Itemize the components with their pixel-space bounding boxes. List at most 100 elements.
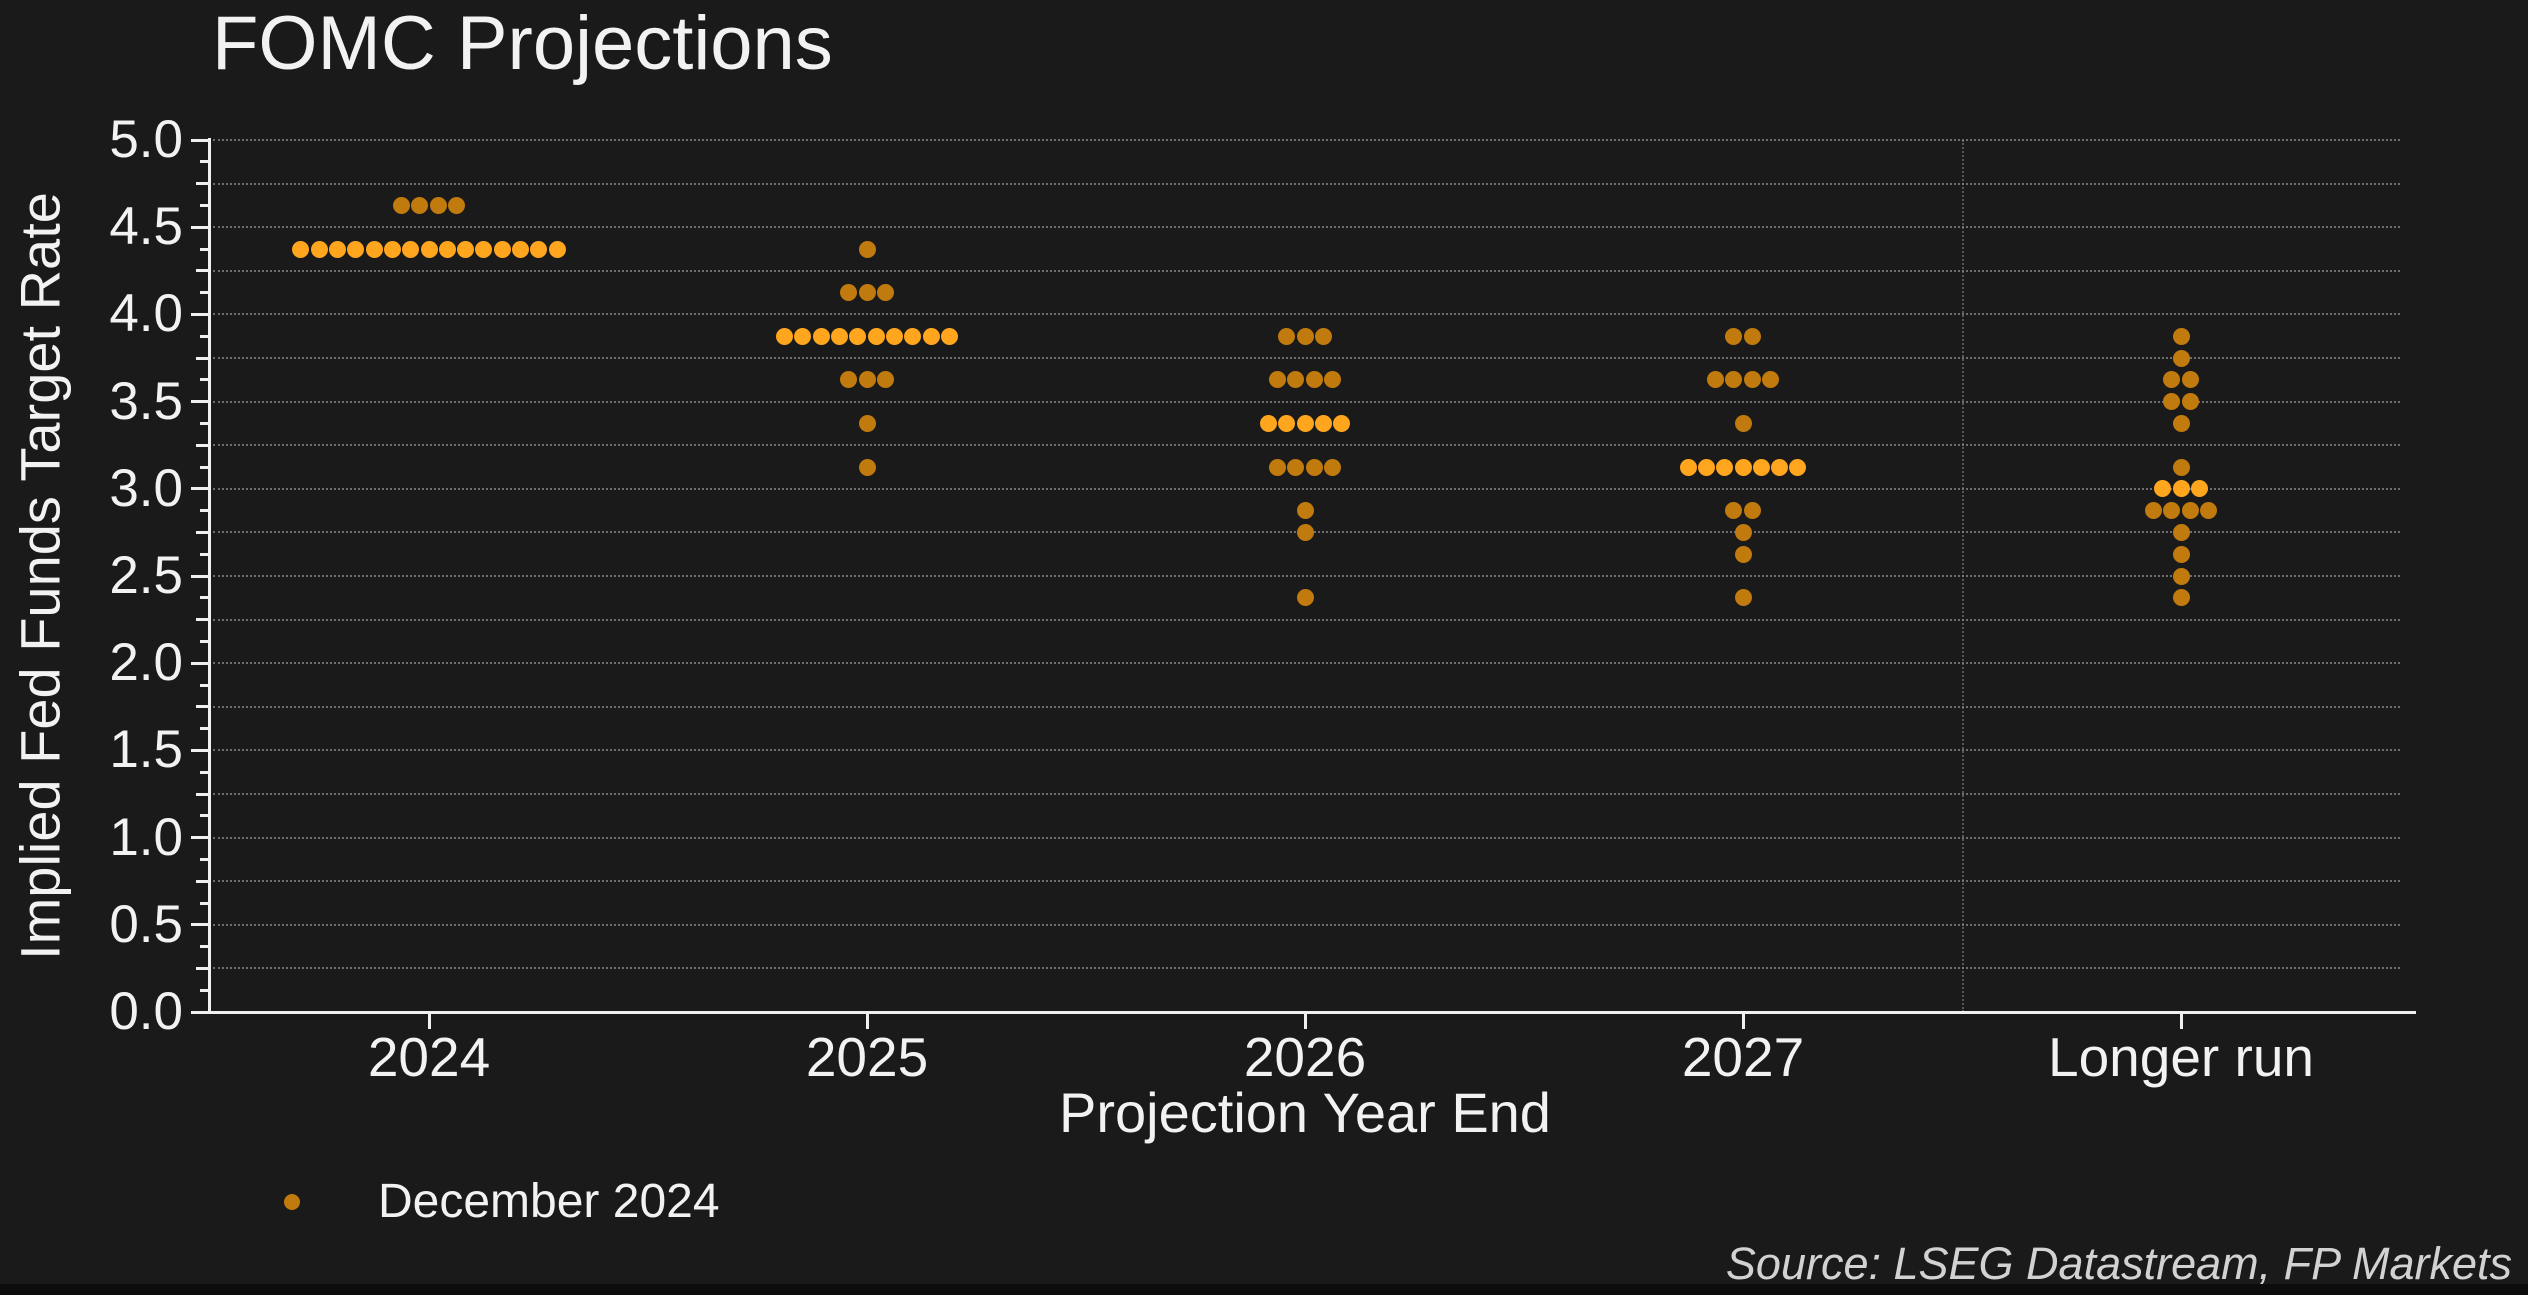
x-tick-mark <box>427 1014 431 1029</box>
y-tick-mark <box>200 683 208 687</box>
projection-dot <box>1743 502 1761 520</box>
legend-label: December 2024 <box>378 1175 720 1228</box>
y-gridline <box>213 880 2400 883</box>
projection-dot <box>1734 414 1752 432</box>
y-tick-mark <box>191 836 208 840</box>
projection-dot <box>1734 589 1752 607</box>
y-gridline <box>213 139 2400 141</box>
projection-dot <box>1278 327 1296 345</box>
y-tick-mark <box>200 814 208 818</box>
projection-dot-median <box>402 240 420 258</box>
y-tick-label: 0.0 <box>109 982 183 1041</box>
projection-dot <box>2172 349 2190 367</box>
y-gridline <box>213 923 2400 926</box>
projection-dot <box>2172 523 2190 541</box>
projection-dot-median <box>1259 414 1277 432</box>
x-tick-mark <box>2179 1014 2183 1029</box>
projection-dot <box>1707 371 1725 389</box>
y-tick-mark <box>200 727 208 731</box>
projection-dot <box>2181 502 2199 520</box>
projection-dot-median <box>347 240 365 258</box>
projection-dot <box>2163 502 2181 520</box>
projection-dot <box>1323 371 1341 389</box>
projection-dot-median <box>1679 458 1697 476</box>
y-gridline <box>213 749 2400 752</box>
y-tick-mark <box>191 748 208 752</box>
projection-dot <box>1761 371 1779 389</box>
projection-dot <box>840 284 858 302</box>
projection-dot <box>858 240 876 258</box>
y-tick-label: 3.5 <box>109 371 183 431</box>
y-tick-mark <box>200 988 208 992</box>
y-tick-mark <box>191 400 208 404</box>
y-tick-mark <box>200 857 208 861</box>
y-gridline <box>213 705 2400 708</box>
projection-dot-median <box>849 327 867 345</box>
projection-dot <box>429 196 447 214</box>
y-tick-mark <box>196 618 208 622</box>
y-tick-mark <box>196 356 208 360</box>
projection-dot-median <box>329 240 346 258</box>
projection-dot <box>858 284 876 302</box>
y-gridline <box>213 357 2400 359</box>
projection-dot-median <box>904 327 922 345</box>
projection-dot <box>2172 567 2190 585</box>
projection-dot-median <box>457 240 475 258</box>
y-axis-spine <box>208 138 211 1014</box>
y-tick-mark <box>200 901 208 905</box>
y-tick-mark <box>200 770 208 774</box>
longer-run-separator <box>1962 140 1964 1012</box>
y-gridline <box>213 313 2400 316</box>
y-tick-mark <box>196 966 208 970</box>
projection-dot <box>1296 502 1314 520</box>
x-tick-mark <box>1741 1014 1745 1029</box>
y-gridline <box>213 967 2400 970</box>
projection-dot <box>1734 523 1752 541</box>
projection-dot <box>1323 458 1341 476</box>
projection-dot <box>2172 458 2190 476</box>
projection-dot <box>1296 327 1314 345</box>
y-tick-mark <box>200 203 208 207</box>
x-tick-label: Longer run <box>2047 1026 2315 1088</box>
chart-title: FOMC Projections <box>212 1 833 86</box>
projection-dot-median <box>1314 414 1332 432</box>
y-tick-label: 1.0 <box>109 807 183 867</box>
projection-dot <box>2199 502 2217 520</box>
projection-dot <box>1743 371 1761 389</box>
projection-dot <box>1725 371 1743 389</box>
projection-dot <box>1734 545 1752 563</box>
projection-dot <box>1287 458 1305 476</box>
y-tick-mark <box>200 509 208 513</box>
y-tick-mark <box>191 661 208 665</box>
x-tick-label: 2024 <box>367 1026 491 1088</box>
projection-dot <box>2181 393 2199 411</box>
y-tick-mark <box>191 138 208 142</box>
projection-dot-median <box>776 327 794 345</box>
legend-dot-marker <box>284 1193 300 1210</box>
projection-dot-median <box>1697 458 1715 476</box>
projection-dot-median <box>365 240 383 258</box>
y-gridline <box>213 226 2400 229</box>
projection-dot <box>447 196 465 214</box>
x-tick-mark <box>1303 1014 1307 1029</box>
y-tick-mark <box>196 530 208 534</box>
projection-dot-median <box>512 240 529 258</box>
projection-dot <box>1743 327 1761 345</box>
y-tick-mark <box>200 945 208 949</box>
projection-dot-median <box>438 240 456 258</box>
projection-dot-median <box>1752 458 1770 476</box>
projection-dot <box>1314 327 1332 345</box>
projection-dot <box>393 196 411 214</box>
projection-dot-median <box>1716 458 1734 476</box>
projection-dot <box>840 371 858 389</box>
y-gridline <box>213 662 2400 665</box>
y-tick-mark <box>191 1010 208 1014</box>
projection-dot-median <box>2190 480 2208 498</box>
y-tick-mark <box>200 378 208 382</box>
source-attribution: Source: LSEG Datastream, FP Markets <box>1725 1238 2512 1289</box>
y-tick-label: 5.0 <box>109 110 183 169</box>
projection-dot-median <box>940 327 958 345</box>
x-tick-label: 2027 <box>1681 1026 1805 1088</box>
